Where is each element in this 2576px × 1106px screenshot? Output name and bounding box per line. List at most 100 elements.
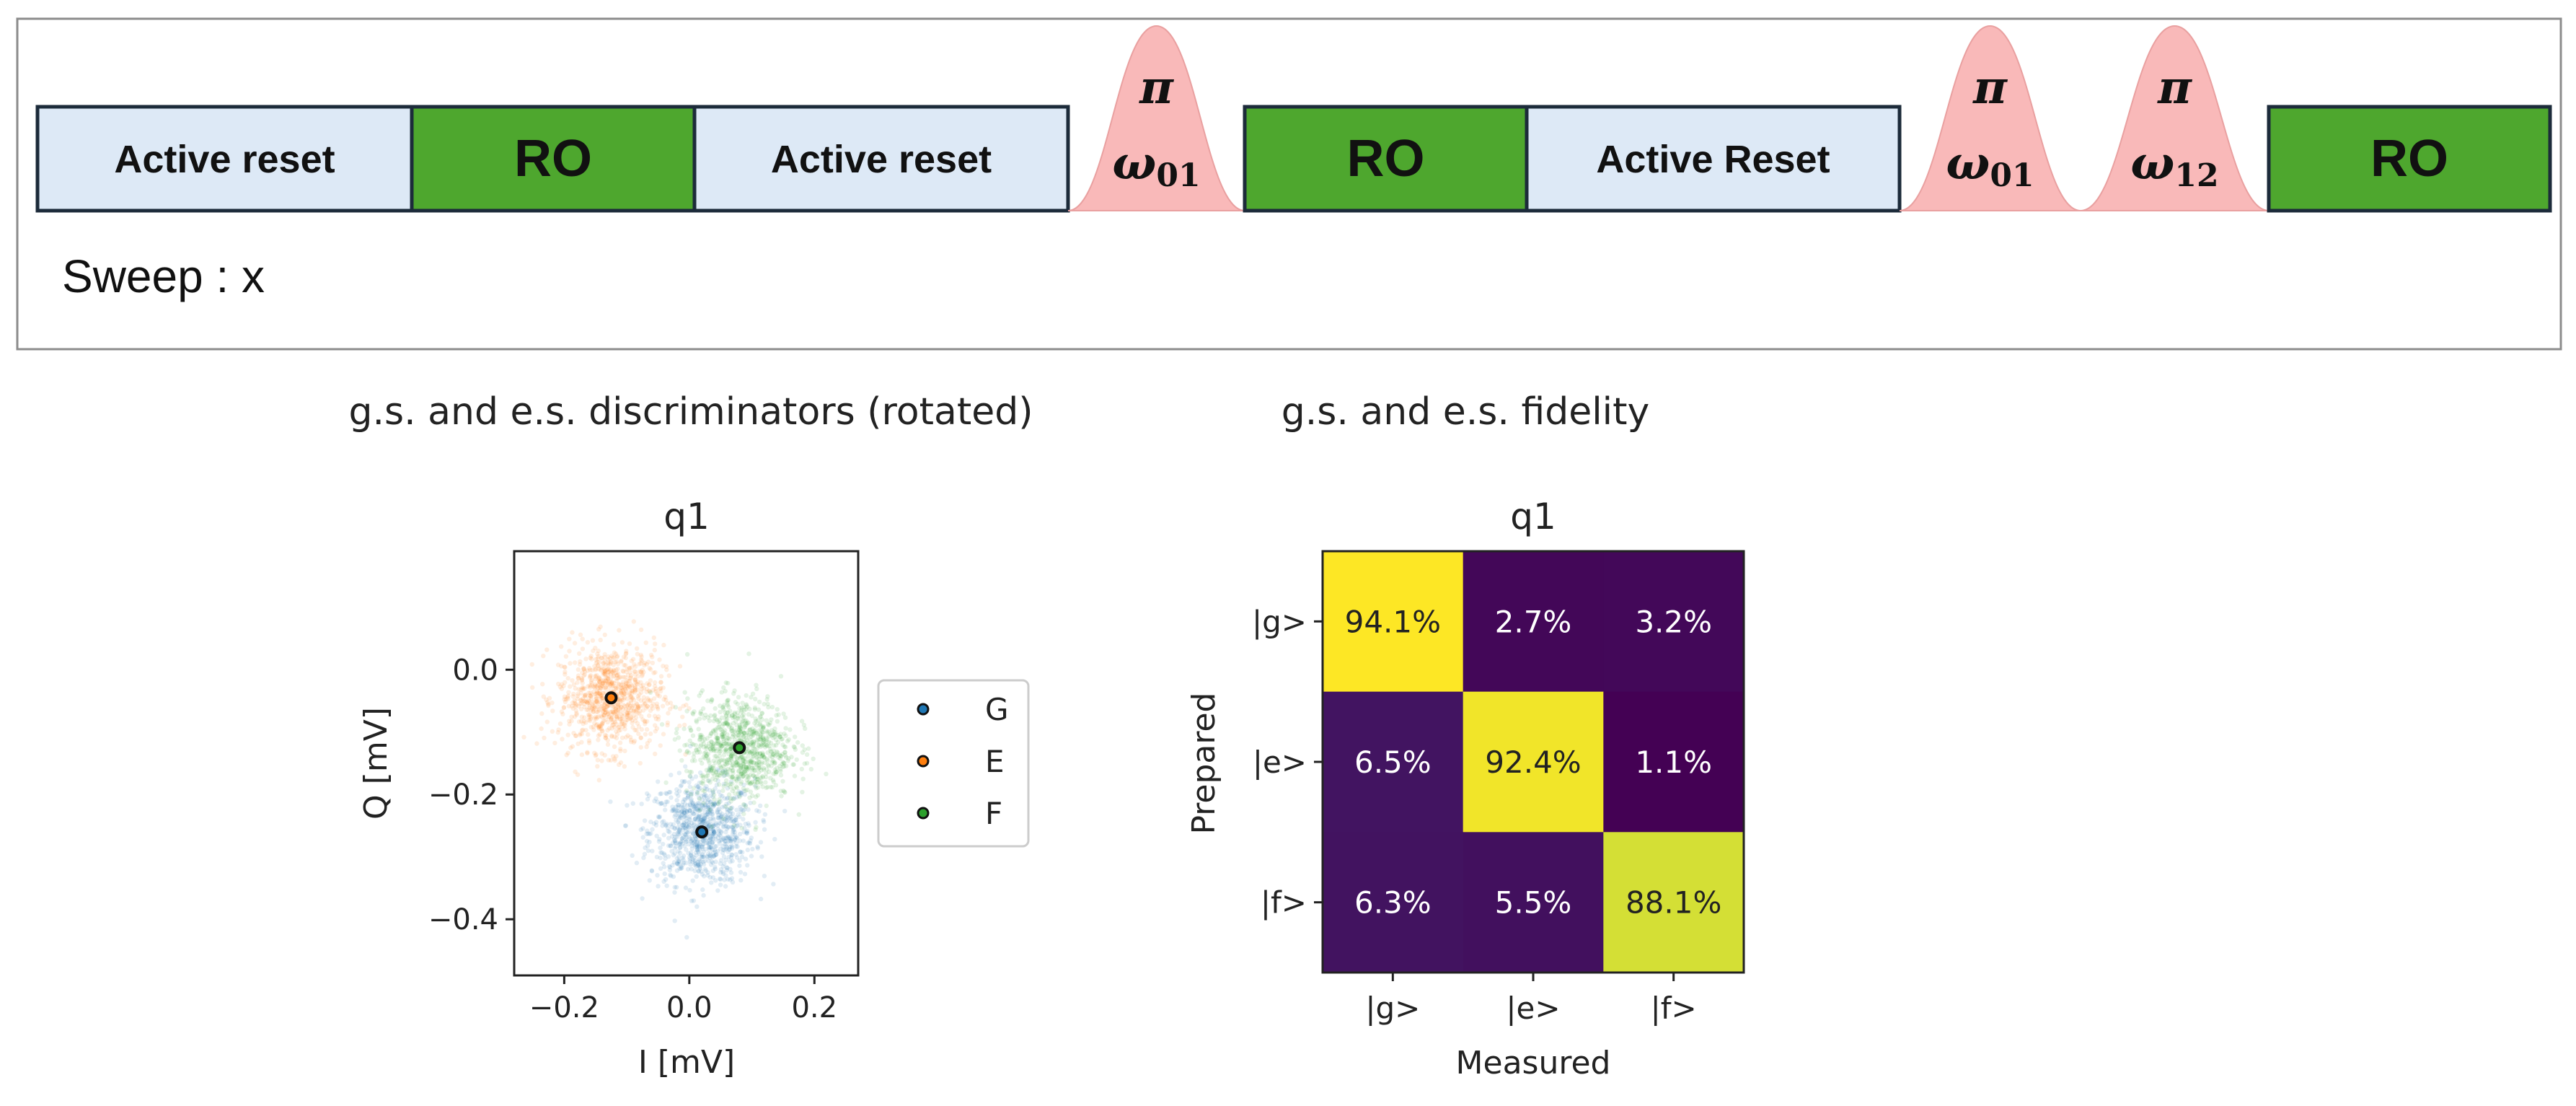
scatter-point bbox=[644, 727, 650, 732]
scatter-point bbox=[672, 814, 677, 819]
scatter-point bbox=[627, 703, 633, 708]
scatter-point bbox=[587, 740, 592, 745]
scatter-point bbox=[710, 802, 715, 807]
scatter-point bbox=[627, 690, 632, 696]
scatter-point bbox=[666, 843, 671, 848]
scatter-point bbox=[706, 829, 711, 834]
scatter-point bbox=[653, 822, 659, 828]
scatter-point bbox=[679, 783, 684, 788]
scatter-point bbox=[760, 773, 765, 779]
scatter-point bbox=[603, 672, 608, 677]
scatter-point bbox=[746, 780, 752, 785]
scatter-point bbox=[606, 714, 612, 720]
scatter-point bbox=[731, 764, 736, 769]
scatter-point bbox=[639, 727, 644, 732]
scatter-point bbox=[780, 752, 785, 757]
scatter-point bbox=[693, 742, 699, 748]
scatter-point bbox=[591, 684, 596, 690]
scatter-point bbox=[682, 722, 687, 727]
scatter-point bbox=[754, 737, 759, 743]
scatter-point bbox=[661, 664, 666, 669]
scatter-point bbox=[580, 685, 585, 690]
heatmap-ylabel: Prepared bbox=[1186, 693, 1222, 835]
scatter-point bbox=[718, 773, 723, 778]
scatter-point bbox=[727, 760, 733, 765]
scatter-point bbox=[718, 809, 723, 815]
scatter-point bbox=[713, 770, 719, 775]
scatter-point bbox=[621, 654, 627, 659]
scatter-point bbox=[690, 802, 695, 807]
scatter-point bbox=[619, 685, 625, 691]
scatter-point bbox=[739, 854, 745, 860]
scatter-point bbox=[632, 708, 637, 714]
scatter-point bbox=[784, 755, 789, 760]
scatter-point bbox=[690, 841, 695, 846]
scatter-point bbox=[619, 721, 624, 727]
scatter-point bbox=[709, 748, 714, 753]
scatter-point bbox=[715, 735, 720, 741]
scatter-point bbox=[594, 696, 599, 701]
scatter-point bbox=[629, 658, 634, 664]
scatter-point bbox=[623, 687, 628, 693]
scatter-point bbox=[576, 687, 581, 692]
scatter-point bbox=[687, 857, 692, 862]
scatter-point bbox=[617, 708, 622, 714]
scatter-point bbox=[752, 746, 757, 752]
scatter-point bbox=[604, 701, 609, 706]
scatter-point bbox=[715, 831, 721, 836]
scatter-point bbox=[674, 856, 679, 861]
scatter-point bbox=[694, 747, 699, 752]
scatter-point bbox=[663, 822, 668, 828]
scatter-point bbox=[679, 865, 684, 871]
scatter-point bbox=[721, 706, 726, 712]
scatter-point bbox=[619, 658, 624, 664]
scatter-point bbox=[710, 841, 715, 846]
scatter-point bbox=[596, 778, 601, 783]
scatter-point bbox=[601, 679, 607, 684]
scatter-point bbox=[614, 659, 619, 664]
scatter-point bbox=[688, 744, 693, 749]
scatter-point bbox=[619, 695, 625, 701]
scatter-point bbox=[733, 837, 738, 843]
scatter-point bbox=[681, 822, 686, 828]
scatter-point bbox=[649, 869, 655, 874]
scatter-point bbox=[635, 651, 640, 657]
scatter-point bbox=[669, 795, 674, 800]
scatter-point bbox=[699, 794, 704, 799]
scatter-point bbox=[697, 786, 702, 791]
scatter-point bbox=[725, 845, 730, 851]
scatter-point bbox=[734, 762, 739, 768]
scatter-point bbox=[599, 758, 604, 763]
scatter-point bbox=[713, 727, 718, 732]
scatter-point bbox=[754, 751, 760, 757]
scatter-point bbox=[713, 837, 718, 842]
scatter-point bbox=[736, 730, 742, 736]
scatter-point bbox=[730, 774, 736, 780]
scatter-point bbox=[724, 720, 729, 726]
scatter-point bbox=[759, 732, 764, 737]
scatter-point bbox=[593, 682, 598, 687]
scatter-point bbox=[733, 700, 738, 705]
scatter-point bbox=[605, 728, 610, 733]
scatter-point bbox=[603, 678, 609, 683]
scatter-point bbox=[557, 721, 563, 727]
scatter-point bbox=[715, 717, 720, 723]
scatter-point bbox=[675, 861, 680, 866]
scatter-point bbox=[684, 790, 689, 796]
scatter-point bbox=[667, 867, 673, 873]
scatter-point bbox=[678, 841, 683, 846]
scatter-point bbox=[614, 692, 619, 698]
scatter-point bbox=[574, 712, 579, 717]
scatter-point bbox=[586, 700, 591, 706]
scatter-point bbox=[601, 718, 606, 724]
scatter-point bbox=[751, 729, 756, 734]
scatter-point bbox=[721, 703, 727, 708]
scatter-point bbox=[759, 760, 764, 765]
scatter-point bbox=[695, 750, 700, 755]
scatter-point bbox=[771, 748, 777, 753]
scatter-point bbox=[702, 716, 707, 721]
scatter-point bbox=[726, 815, 731, 820]
scatter-point bbox=[587, 712, 592, 717]
scatter-point bbox=[736, 739, 741, 745]
scatter-point bbox=[629, 708, 634, 713]
